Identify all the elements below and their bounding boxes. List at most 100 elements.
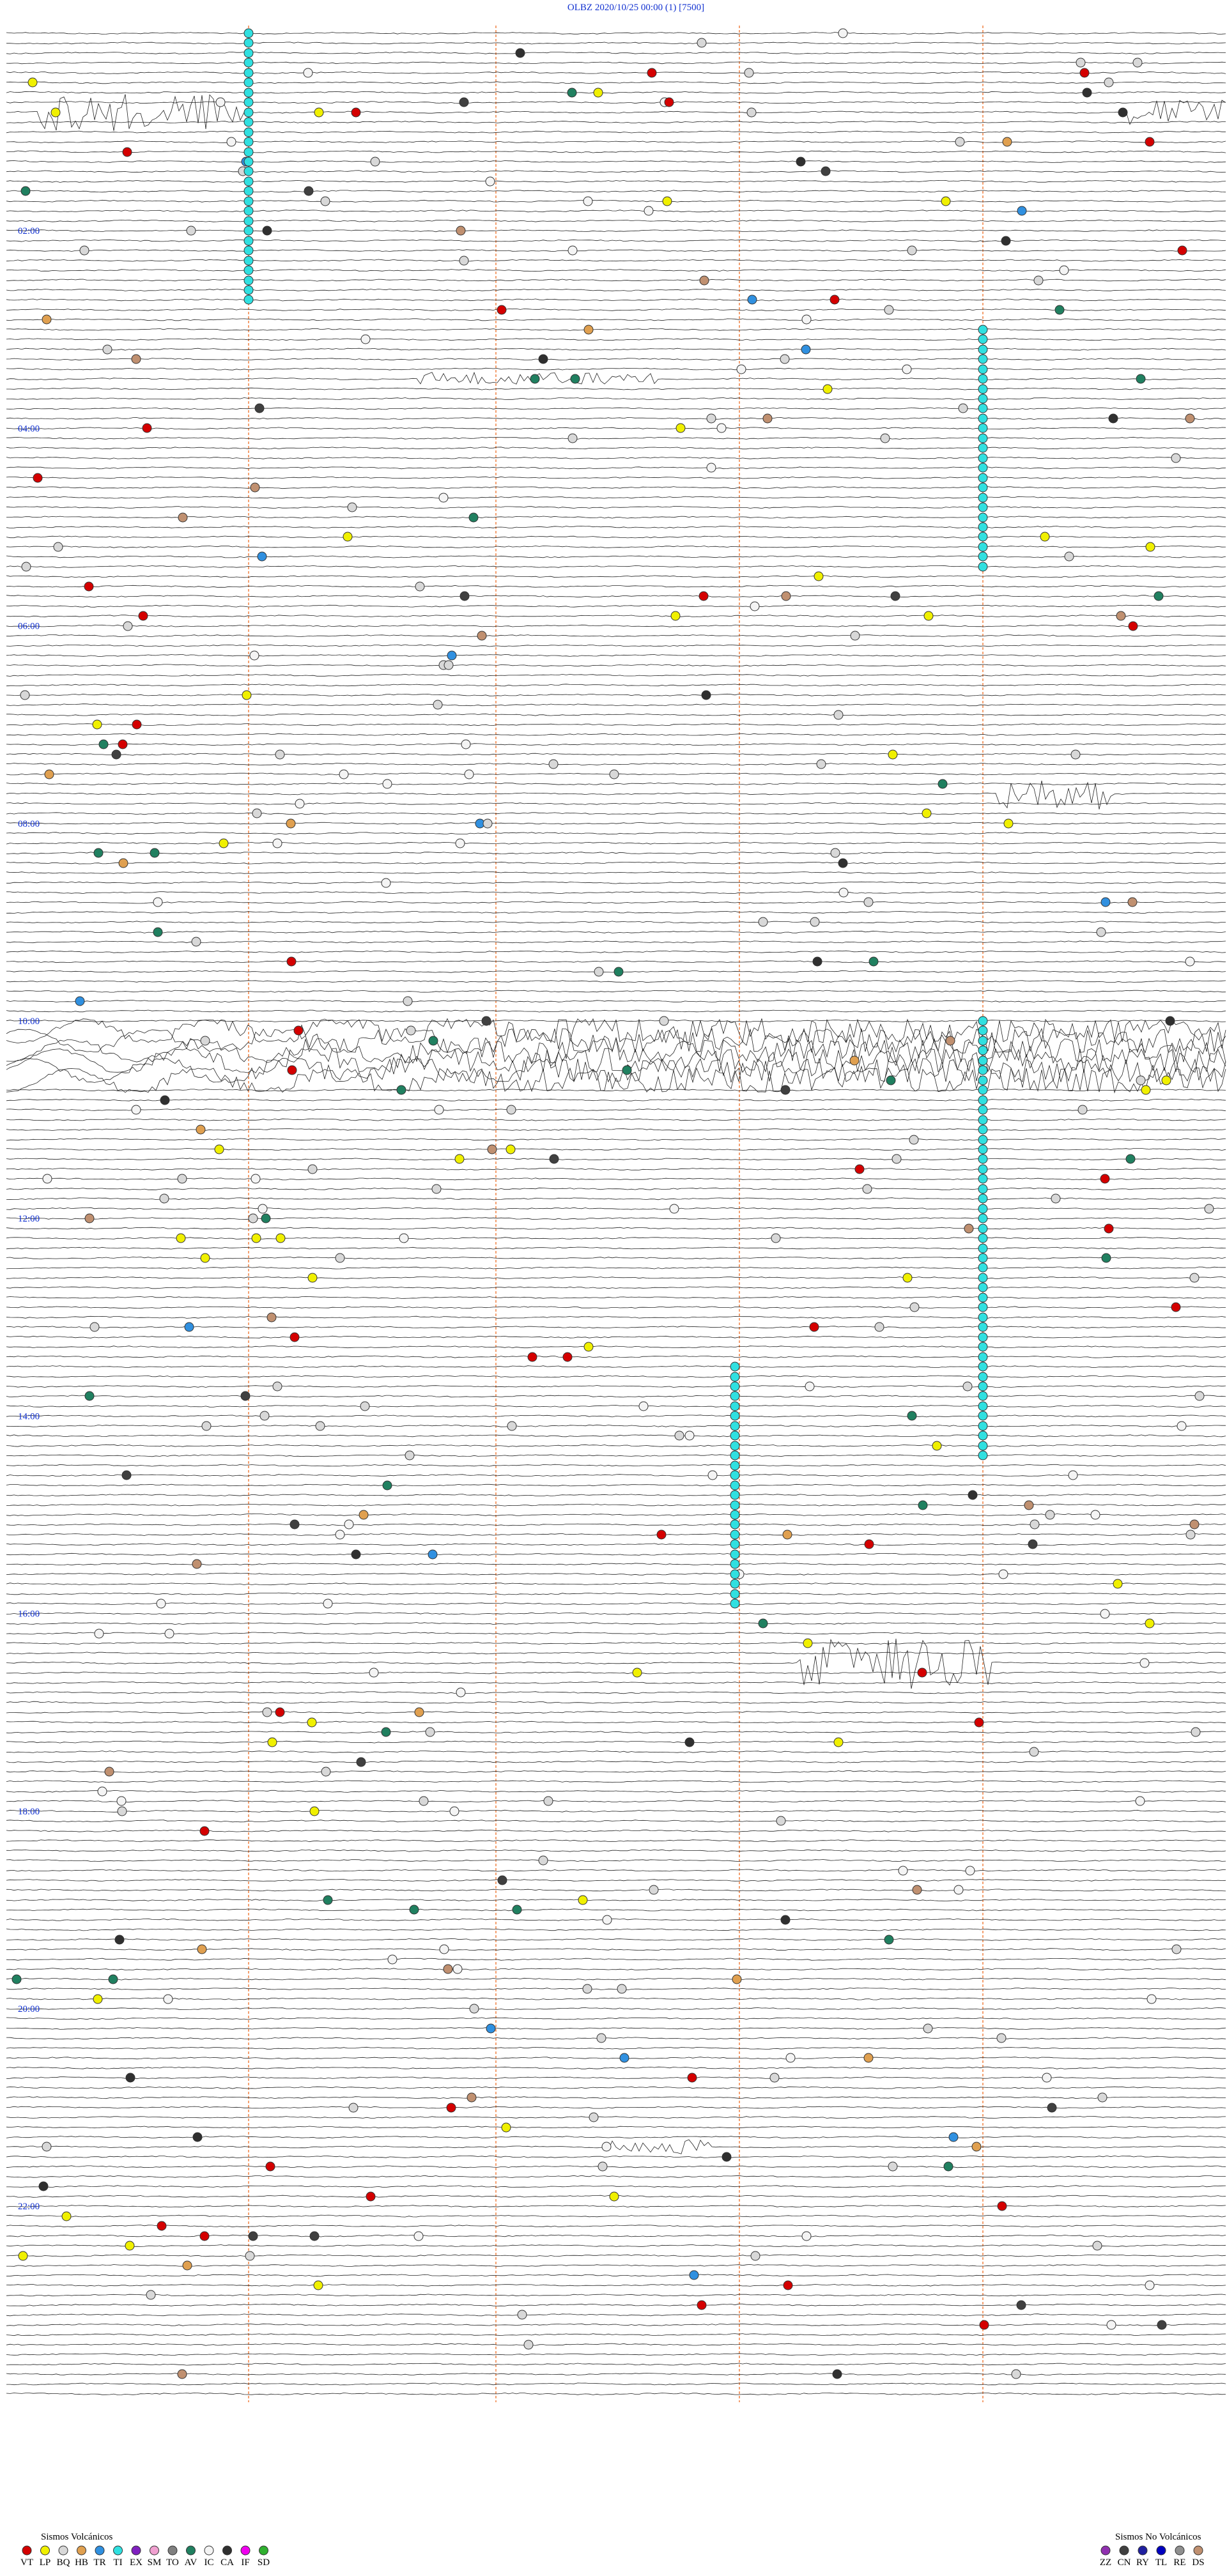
trace — [6, 367, 1226, 371]
event-marker — [84, 1213, 95, 1223]
trace — [6, 1108, 1226, 1112]
event-marker — [1191, 1727, 1201, 1737]
trace — [6, 1158, 1226, 1161]
time-label: 14:00 — [18, 1411, 40, 1422]
event-marker — [638, 1401, 649, 1411]
time-labels: 02:00 04:00 06:00 08:00 10:00 12:00 14:00 16:00… — [18, 226, 40, 2212]
event-marker — [455, 838, 465, 848]
trace — [6, 1869, 1226, 1872]
event-marker — [812, 956, 822, 967]
event-marker — [567, 245, 578, 256]
event-marker — [114, 1935, 125, 1945]
event-marker — [257, 551, 267, 562]
event-marker — [923, 2023, 933, 2034]
event-marker — [978, 1302, 988, 1312]
trace — [6, 615, 1226, 618]
reference-lines — [248, 26, 984, 2402]
event-marker — [730, 1411, 740, 1421]
event-marker — [978, 1282, 988, 1292]
event-marker — [159, 1193, 169, 1204]
event-marker — [287, 1065, 297, 1075]
event-marker — [21, 562, 31, 572]
trace — [6, 1671, 1226, 1675]
event-marker — [214, 1144, 224, 1154]
trace — [6, 1187, 1226, 1190]
trace — [6, 2057, 1226, 2060]
event-marker — [978, 1204, 988, 1214]
trace — [6, 555, 1226, 558]
trace — [6, 2392, 1226, 2395]
trace — [6, 1800, 1226, 1803]
event-marker — [669, 1204, 679, 1214]
event-marker — [801, 344, 811, 355]
trace — [6, 990, 1226, 993]
trace — [6, 150, 1226, 153]
event-marker — [730, 1500, 740, 1510]
event-marker — [196, 1124, 206, 1135]
trace — [6, 81, 1226, 84]
trace — [6, 2254, 1226, 2257]
event-marker — [744, 68, 754, 78]
trace — [6, 1770, 1226, 1773]
event-marker — [1100, 897, 1111, 907]
event-marker — [182, 2260, 192, 2271]
event-marker — [923, 611, 934, 621]
trace — [6, 2283, 1226, 2287]
trace — [6, 585, 1226, 588]
event-marker — [978, 1233, 988, 1243]
trace — [6, 1948, 1226, 1951]
event-marker — [1100, 1174, 1110, 1184]
event-marker — [178, 512, 188, 523]
event-marker — [978, 512, 988, 523]
event-marker — [948, 2132, 959, 2142]
event-marker — [447, 650, 457, 661]
trace — [6, 1820, 1226, 1823]
trace — [6, 595, 1226, 598]
event-marker — [449, 1806, 459, 1816]
event-marker — [978, 493, 988, 503]
event-marker — [117, 1806, 127, 1816]
event-marker — [359, 1510, 369, 1520]
event-marker — [370, 157, 380, 167]
event-marker — [93, 1994, 103, 2004]
legend-swatch — [1100, 2545, 1111, 2556]
event-marker — [243, 38, 254, 48]
event-marker — [111, 749, 121, 760]
event-marker — [730, 1460, 740, 1471]
event-marker — [461, 739, 471, 749]
trace — [6, 2017, 1226, 2020]
event-marker — [707, 1470, 718, 1480]
event-marker — [243, 196, 254, 206]
event-marker — [864, 1539, 874, 1549]
event-marker — [415, 581, 425, 592]
event-marker — [360, 334, 371, 344]
event-marker — [245, 2251, 255, 2261]
event-marker — [902, 1273, 913, 1283]
trace — [6, 1128, 1226, 1131]
event-marker — [515, 48, 525, 58]
trace — [6, 2353, 1226, 2356]
event-marker — [697, 2300, 707, 2310]
event-marker — [1096, 927, 1106, 937]
trace — [6, 2333, 1226, 2336]
event-marker — [978, 413, 988, 424]
trace — [6, 1197, 1226, 1200]
trace — [6, 170, 1226, 173]
event-marker — [978, 1342, 988, 1352]
event-marker — [978, 1372, 988, 1382]
event-marker — [736, 364, 746, 374]
event-marker — [978, 1441, 988, 1451]
event-marker — [962, 1381, 973, 1392]
event-marker — [730, 1480, 740, 1491]
event-marker — [730, 1430, 740, 1441]
event-marker — [339, 769, 349, 779]
trace — [6, 1829, 1226, 1832]
event-marker — [538, 1855, 548, 1866]
trace — [6, 160, 1226, 163]
event-marker — [413, 2231, 424, 2241]
trace — [6, 1009, 1226, 1013]
event-marker — [567, 88, 577, 98]
time-label: 08:00 — [18, 819, 40, 829]
event-marker — [978, 502, 988, 512]
legend-label: SD — [258, 2557, 270, 2568]
